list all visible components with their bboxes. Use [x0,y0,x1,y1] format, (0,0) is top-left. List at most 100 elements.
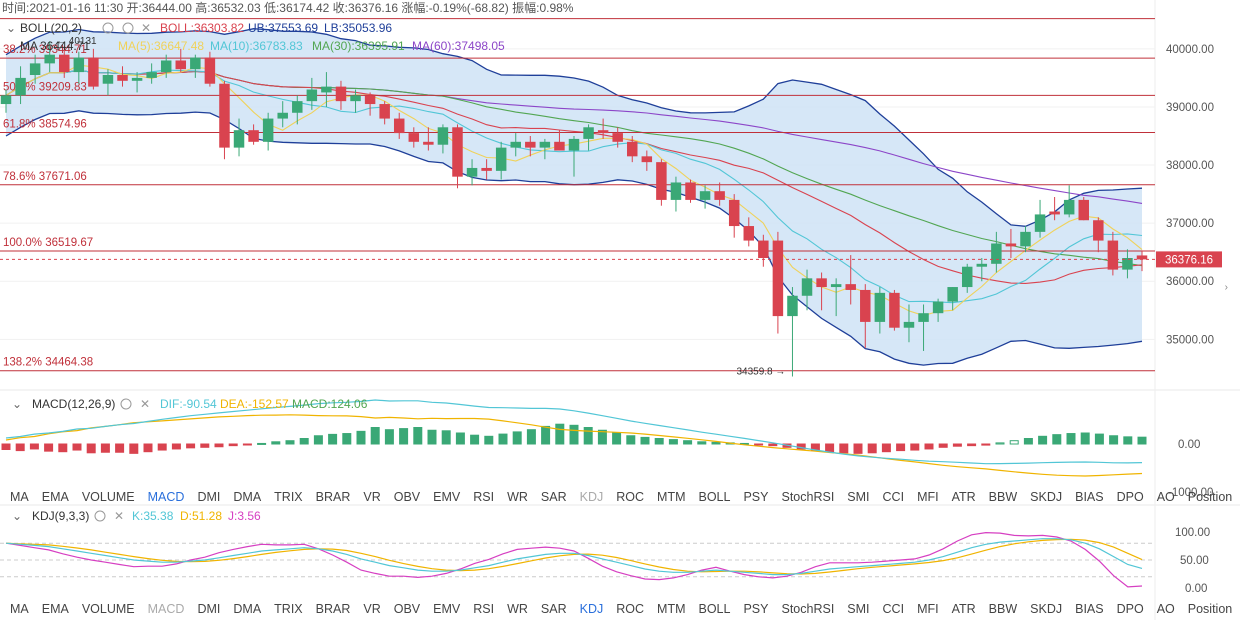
candle-body[interactable] [466,167,478,177]
candle-body[interactable] [1049,211,1060,215]
candle-body[interactable] [1063,199,1075,215]
indicator-tab-obv[interactable]: OBV [393,602,421,616]
close-icon[interactable]: ✕ [114,509,124,523]
candle-body[interactable] [670,182,682,200]
indicator-tab-mtm[interactable]: MTM [657,602,686,616]
indicator-tab-emv[interactable]: EMV [433,602,461,616]
indicator-tab-ema[interactable]: EMA [41,490,69,504]
candle-body[interactable] [918,313,929,322]
candle-body[interactable] [292,101,303,113]
candle-body[interactable] [437,127,449,145]
candle-body[interactable] [219,83,230,148]
candle-body[interactable] [1107,240,1119,270]
candle-body[interactable] [1093,220,1104,241]
candle-body[interactable] [481,167,492,171]
indicator-tab-trix[interactable]: TRIX [274,490,303,504]
indicator-tab-smi[interactable]: SMI [847,490,870,504]
indicator-tab-mfi[interactable]: MFI [917,490,939,504]
candle-body[interactable] [801,278,813,296]
candle-body[interactable] [262,118,274,142]
indicator-tab-dmi[interactable]: DMI [197,602,221,616]
candle-body[interactable] [495,147,507,171]
indicator-tab-volume[interactable]: VOLUME [81,602,135,616]
candle-body[interactable] [423,141,434,145]
candle-body[interactable] [160,60,172,73]
candle-body[interactable] [685,182,696,200]
indicator-tab-boll[interactable]: BOLL [698,602,731,616]
candle-body[interactable] [1122,258,1133,270]
candle-body[interactable] [889,292,900,328]
candle-body[interactable] [860,289,871,322]
candle-body[interactable] [131,77,143,81]
candle-body[interactable] [1078,199,1089,221]
candle-body[interactable] [656,162,667,200]
close-icon[interactable]: ✕ [141,21,151,35]
candle-body[interactable] [0,95,12,105]
indicator-tab-skdj[interactable]: SKDJ [1030,602,1063,616]
candle-body[interactable] [117,75,128,81]
candle-body[interactable] [248,130,259,142]
indicator-tab-rsi[interactable]: RSI [473,490,495,504]
candle-body[interactable] [452,127,463,177]
candle-body[interactable] [991,243,1002,264]
indicator-tab-dpo[interactable]: DPO [1116,602,1144,616]
indicator-tab-mtm[interactable]: MTM [657,490,686,504]
indicator-tab-emv[interactable]: EMV [433,490,461,504]
candle-body[interactable] [903,321,915,328]
candle-body[interactable] [335,86,347,102]
candle-body[interactable] [554,141,565,151]
candle-body[interactable] [772,240,784,317]
candle-body[interactable] [627,141,638,157]
indicator-tab-roc[interactable]: ROC [616,602,645,616]
eye-icon[interactable] [102,22,114,34]
candle-body[interactable] [728,199,740,227]
candle-body[interactable] [88,57,99,87]
indicator-tab-obv[interactable]: OBV [393,490,421,504]
indicator-tab-macd[interactable]: MACD [147,602,185,616]
candle-body[interactable] [277,112,288,119]
candle-body[interactable] [830,284,842,288]
candle-body[interactable] [525,141,536,148]
indicator-tab-ema[interactable]: EMA [41,602,69,616]
candle-body[interactable] [379,104,390,119]
indicator-tab-bias[interactable]: BIAS [1075,602,1104,616]
indicator-tab-kdj[interactable]: KDJ [579,602,604,616]
candle-body[interactable] [1034,214,1046,232]
candle-body[interactable] [612,133,623,142]
candle-body[interactable] [1005,243,1017,247]
indicator-tab-ma[interactable]: MA [10,490,29,504]
candle-body[interactable] [976,263,988,267]
indicator-tab-cci[interactable]: CCI [882,490,905,504]
indicator-tab-smi[interactable]: SMI [847,602,870,616]
indicator-tab-bbw[interactable]: BBW [988,490,1018,504]
candle-body[interactable] [146,72,157,78]
indicator-tab-atr[interactable]: ATR [951,602,976,616]
gear-icon[interactable] [122,22,134,34]
candle-body[interactable] [816,278,827,288]
indicator-tab-stochrsi[interactable]: StochRSI [781,602,835,616]
candle-body[interactable] [73,57,85,73]
candle-body[interactable] [597,130,609,134]
indicator-tab-ao[interactable]: AO [1156,490,1175,504]
indicator-tab-stochrsi[interactable]: StochRSI [781,490,835,504]
indicator-tab-atr[interactable]: ATR [951,490,976,504]
gear-icon[interactable] [94,510,106,522]
indicator-tab-macd[interactable]: MACD [147,490,185,504]
indicator-tab-rsi[interactable]: RSI [473,602,495,616]
chevron-right-icon[interactable]: › [1224,282,1228,293]
indicator-tab-ao[interactable]: AO [1156,602,1175,616]
candle-body[interactable] [699,191,711,200]
candle-body[interactable] [787,295,798,317]
close-icon[interactable]: ✕ [140,397,150,411]
indicator-tab-cci[interactable]: CCI [882,602,905,616]
indicator-tab-vr[interactable]: VR [363,602,381,616]
indicator-tab-kdj[interactable]: KDJ [579,490,604,504]
candle-body[interactable] [175,60,187,70]
candle-body[interactable] [641,156,653,163]
indicator-tab-psy[interactable]: PSY [743,490,769,504]
indicator-tab-boll[interactable]: BOLL [698,490,731,504]
candle-body[interactable] [539,141,551,148]
candle-body[interactable] [190,57,201,70]
indicator-tab-wr[interactable]: WR [507,490,528,504]
indicator-tab-position[interactable]: Position [1187,490,1233,504]
